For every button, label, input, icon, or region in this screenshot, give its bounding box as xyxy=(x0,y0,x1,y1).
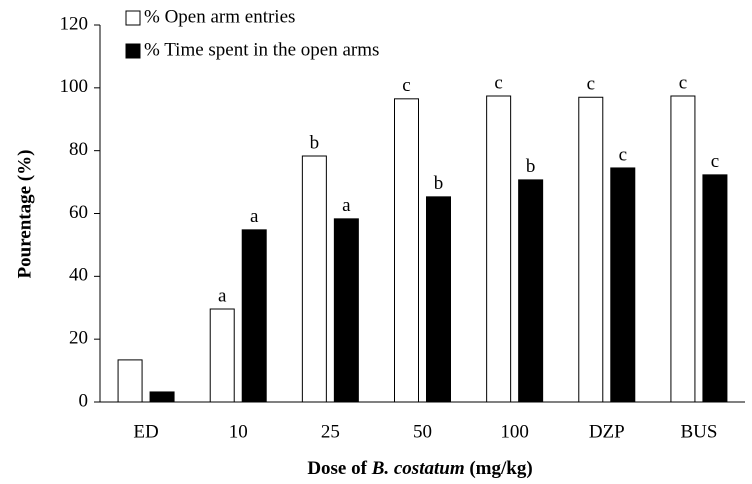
y-tick-label: 80 xyxy=(69,139,88,160)
bar xyxy=(394,98,419,403)
bar-annotation: c xyxy=(402,75,410,96)
x-axis-label-part: (mg/kg) xyxy=(465,458,533,479)
bar-annotation: b xyxy=(434,173,444,194)
bar xyxy=(241,229,267,403)
bar xyxy=(578,96,604,403)
bar-annotation: c xyxy=(619,144,627,165)
bar xyxy=(486,95,512,403)
legend-swatch xyxy=(125,10,141,26)
x-tick-label: BUS xyxy=(680,421,717,442)
y-tick-label: 120 xyxy=(60,13,89,34)
y-tick-label: 60 xyxy=(69,202,88,223)
bar-annotation: a xyxy=(250,206,259,227)
bar xyxy=(209,308,235,403)
bar xyxy=(518,179,544,403)
bar-annotation: a xyxy=(218,285,227,306)
y-axis-label: Pourentage (%) xyxy=(14,150,35,279)
x-tick-label: 50 xyxy=(413,421,432,442)
bar xyxy=(702,174,728,403)
x-axis-label: Dose of B. costatum (mg/kg) xyxy=(307,458,532,479)
y-tick-label: 40 xyxy=(69,265,88,286)
bar-annotation: c xyxy=(587,74,595,95)
x-tick-label: DZP xyxy=(589,421,625,442)
bar-annotation: c xyxy=(711,151,719,172)
bar xyxy=(117,359,143,403)
y-tick-label: 20 xyxy=(69,328,88,349)
bar xyxy=(610,167,636,403)
bar xyxy=(426,196,451,403)
x-tick-label: 25 xyxy=(321,421,340,442)
bar xyxy=(670,95,696,403)
bar xyxy=(301,155,327,403)
legend-swatch xyxy=(125,43,141,59)
y-tick-label: 0 xyxy=(79,390,89,411)
bar-annotation: a xyxy=(342,195,351,216)
bar xyxy=(149,391,175,403)
x-tick-label: 100 xyxy=(500,421,529,442)
x-axis-label-part: Dose of xyxy=(307,458,371,479)
x-tick-label: 10 xyxy=(229,421,248,442)
legend-label: % Time spent in the open arms xyxy=(144,39,379,60)
x-tick-label: ED xyxy=(133,421,158,442)
y-tick-label: 100 xyxy=(60,76,89,97)
bar-annotation: b xyxy=(526,156,536,177)
x-axis-label-part: B. costatum xyxy=(371,458,465,479)
bar-annotation: c xyxy=(494,72,502,93)
legend-label: % Open arm entries xyxy=(144,6,295,27)
bar-annotation: b xyxy=(310,132,320,153)
bar xyxy=(333,218,359,403)
bar-annotation: c xyxy=(679,72,687,93)
